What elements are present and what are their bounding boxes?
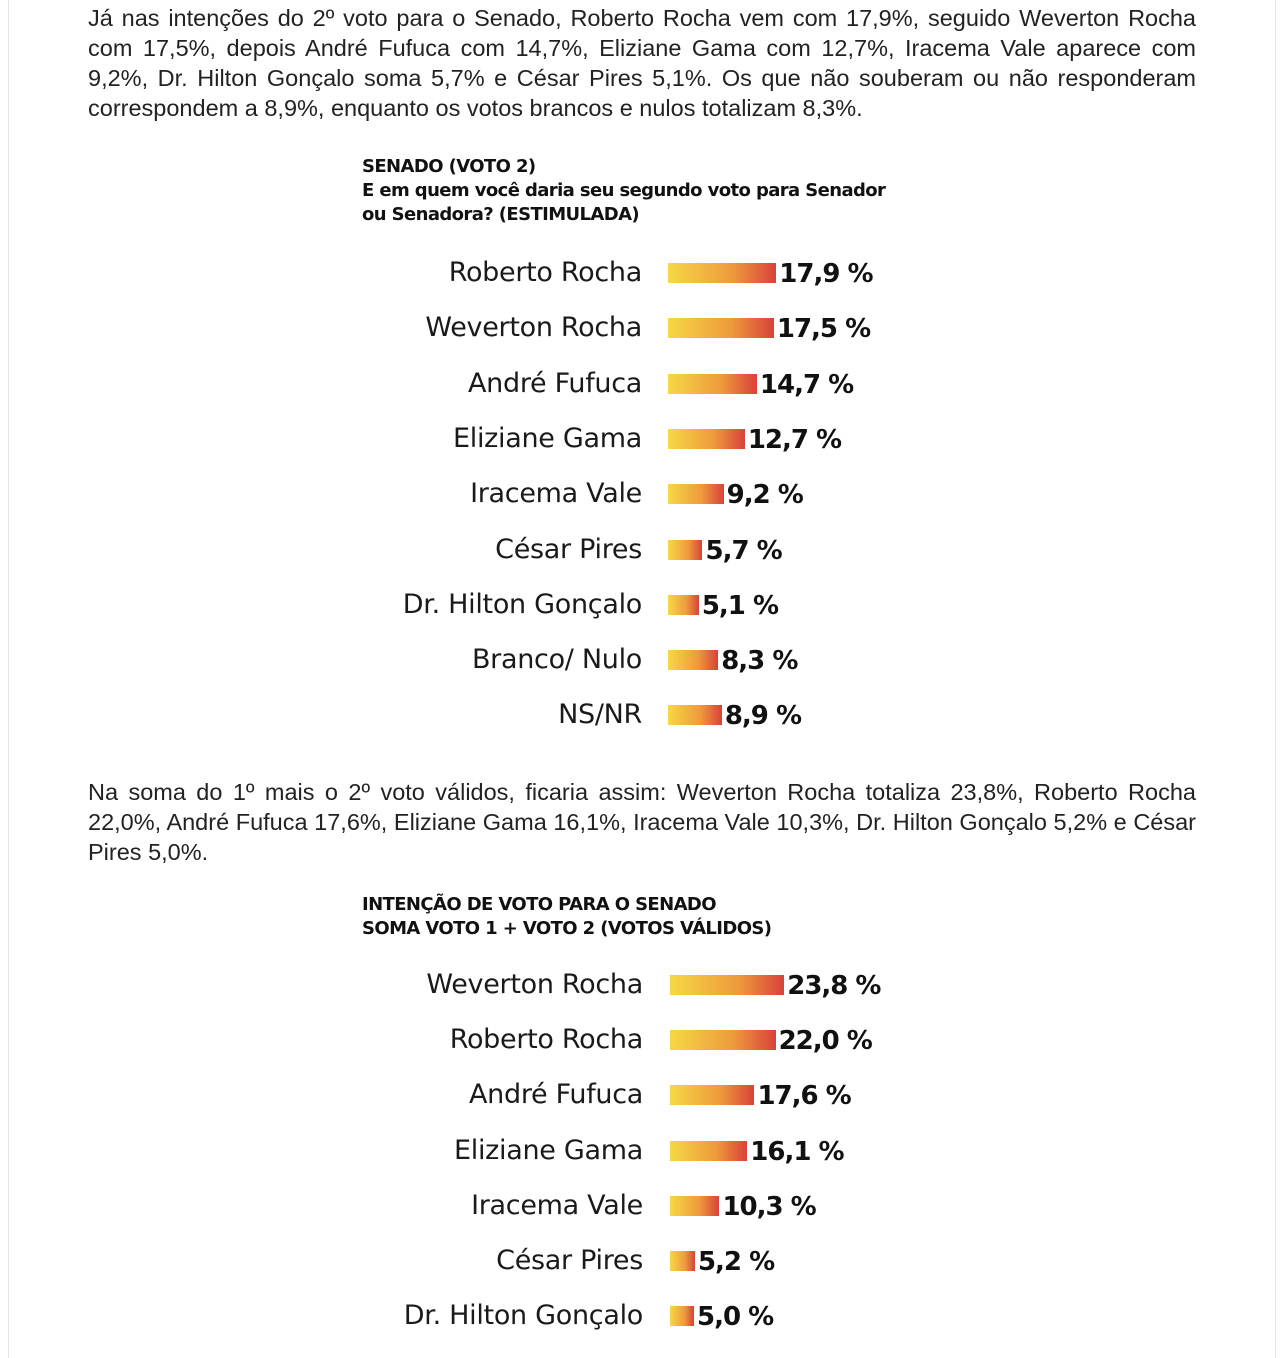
bar-label: Branco/ Nulo [471, 644, 642, 676]
bar-value-label: 5,2 % [697, 1247, 775, 1277]
bar-label: Eliziane Gama [453, 1134, 643, 1166]
bar-value-label: 5,7 % [705, 535, 782, 566]
bar-value-label: 17,5 % [776, 314, 871, 345]
bar-label-wrap: Weverton Rocha [0, 965, 643, 1005]
bar-value-label: 9,2 % [726, 480, 804, 511]
paragraph-voto-2: Já nas intenções do 2º voto para o Senad… [88, 5, 1196, 121]
bar-label-wrap: Branco/ Nulo [0, 640, 642, 680]
bar-label-wrap: André Fufuca [0, 1075, 643, 1115]
bar-value-label: 16,1 % [750, 1136, 844, 1167]
bar-row: Roberto Rocha 22,0 % [0, 1020, 1284, 1060]
bar-label: André Fufuca [469, 1079, 643, 1111]
bar-label: NS/NR [558, 699, 642, 731]
bar-row: Eliziane Gama 12,7 % [0, 419, 1284, 459]
bar-label: Dr. Hilton Gonçalo [403, 1300, 644, 1332]
bar-label-wrap: Eliziane Gama [0, 1131, 643, 1171]
bar-value-label: 10,3 % [722, 1191, 816, 1222]
bar-label-wrap: Roberto Rocha [0, 253, 643, 293]
bar-value-label: 23,8 % [787, 971, 881, 1001]
bar-row: Dr. Hilton Gonçalo 5,0 % [0, 1296, 1284, 1336]
bar-row: César Pires 5,2 % [0, 1241, 1284, 1281]
bar-value-label: 5,1 % [701, 590, 779, 621]
bar [668, 428, 745, 449]
bar-row: Roberto Rocha 17,9 % [0, 253, 1284, 293]
bar [668, 650, 719, 671]
bar [668, 594, 699, 615]
bar-label: Roberto Rocha [449, 1024, 644, 1056]
chart-title: SENADO (VOTO 2) E em quem você daria seu … [362, 155, 886, 227]
bar-label-wrap: Dr. Hilton Gonçalo [0, 1296, 644, 1336]
bar-row: César Pires 5,7 % [0, 530, 1284, 570]
bar-label: Iracema Vale [471, 1189, 643, 1221]
bar [670, 1140, 748, 1161]
bar-row: Iracema Vale 10,3 % [0, 1186, 1284, 1226]
bar-row: Weverton Rocha 17,5 % [0, 308, 1284, 348]
bar [670, 1251, 695, 1271]
bar-row: NS/NR 8,9 % [0, 695, 1284, 735]
bar-label: André Fufuca [468, 367, 642, 399]
chart-title-line: E em quem você daria seu segundo voto pa… [362, 180, 886, 201]
page-frame [8, 0, 1276, 1358]
bar [668, 705, 722, 726]
chart-title-line: SOMA VOTO 1 + VOTO 2 (VOTOS VÁLIDOS) [362, 918, 772, 939]
paragraph-soma-votos: Na soma do 1º mais o 2º voto válidos, fi… [88, 779, 1196, 865]
chart-title: INTENÇÃO DE VOTO PARA O SENADO SOMA VOTO … [362, 893, 772, 941]
bar-value-label: 22,0 % [778, 1026, 873, 1057]
bar [670, 1085, 755, 1106]
bar-label-wrap: NS/NR [0, 695, 642, 735]
bar [668, 484, 724, 505]
bar-row: Branco/ Nulo 8,3 % [0, 640, 1284, 680]
bar-label-wrap: Eliziane Gama [0, 419, 642, 459]
bar-label-wrap: César Pires [0, 1241, 643, 1281]
bar-row: Dr. Hilton Gonçalo 5,1 % [0, 585, 1284, 625]
bar [668, 318, 774, 339]
bar-label-wrap: Iracema Vale [0, 474, 642, 514]
bar [670, 975, 785, 995]
bar-label: Iracema Vale [470, 478, 642, 510]
bar-value-label: 17,9 % [779, 259, 873, 289]
bar-value-label: 5,0 % [697, 1302, 774, 1333]
chart-title-line: SENADO (VOTO 2) [362, 156, 536, 177]
bar-label-wrap: Dr. Hilton Gonçalo [0, 585, 643, 625]
bar-value-label: 17,6 % [757, 1081, 851, 1112]
bar-label-wrap: Weverton Rocha [0, 308, 642, 348]
bar [668, 373, 757, 394]
bar-label-wrap: André Fufuca [0, 364, 642, 404]
bar-label: Weverton Rocha [426, 969, 643, 1000]
bar-value-label: 8,3 % [721, 646, 798, 677]
bar [668, 263, 777, 283]
bar-row: Weverton Rocha 23,8 % [0, 965, 1284, 1005]
bar-value-label: 12,7 % [747, 424, 842, 455]
bar-label: Roberto Rocha [448, 257, 643, 288]
bar-row: Eliziane Gama 16,1 % [0, 1131, 1284, 1171]
bar-label: César Pires [495, 533, 642, 565]
bar [670, 1195, 720, 1216]
bar-label: Eliziane Gama [452, 422, 642, 454]
bar-label-wrap: César Pires [0, 530, 642, 570]
bar [670, 1306, 694, 1327]
bar [668, 539, 703, 560]
bar-row: André Fufuca 14,7 % [0, 364, 1284, 404]
bar-label: Weverton Rocha [425, 312, 642, 344]
chart-title-line: ou Senadora? (ESTIMULADA) [362, 204, 640, 225]
bar-label: César Pires [496, 1245, 643, 1276]
bar-row: André Fufuca 17,6 % [0, 1075, 1284, 1115]
bar-value-label: 14,7 % [759, 369, 854, 400]
bar-label-wrap: Iracema Vale [0, 1186, 643, 1226]
bar-row: Iracema Vale 9,2 % [0, 474, 1284, 514]
bar-value-label: 8,9 % [724, 701, 802, 732]
bar-label: Dr. Hilton Gonçalo [402, 588, 643, 620]
chart-title-line: INTENÇÃO DE VOTO PARA O SENADO [362, 894, 717, 915]
bar [670, 1030, 776, 1051]
bar-label-wrap: Roberto Rocha [0, 1020, 644, 1060]
